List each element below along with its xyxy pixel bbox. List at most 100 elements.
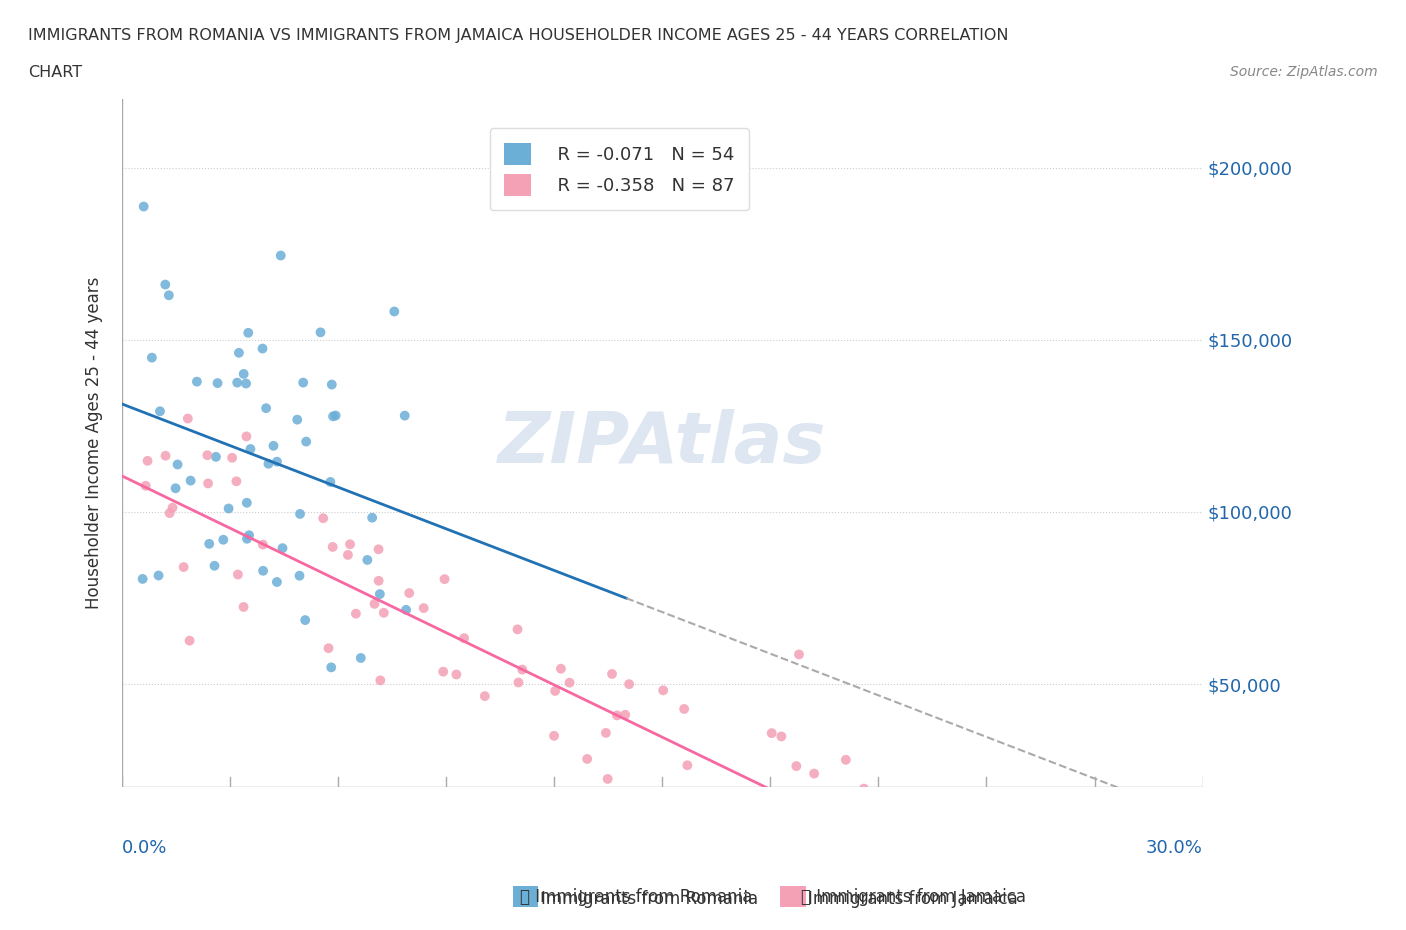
Point [558,675,581,690]
Point [1130,910,1153,924]
Point [636,817,658,832]
Point [197,447,219,462]
Point [1126,923,1149,930]
Point [207,376,229,391]
Text: ⬜ Immigrants from Jamaica: ⬜ Immigrants from Jamaica [801,888,1026,906]
Point [363,596,385,611]
Point [935,805,957,820]
Point [186,374,208,389]
Point [235,376,257,391]
Point [322,539,344,554]
Point [761,725,783,740]
Point [238,326,260,340]
Point [236,531,259,546]
Point [205,449,228,464]
Point [252,538,274,552]
Point [446,667,468,682]
Text: CHART: CHART [28,65,82,80]
Point [707,844,730,858]
Point [294,613,316,628]
Point [266,454,288,469]
Point [288,507,311,522]
Text: Source: ZipAtlas.com: Source: ZipAtlas.com [1230,65,1378,79]
Point [614,708,637,723]
Point [226,567,249,582]
Point [373,605,395,620]
Point [292,375,315,390]
Point [344,606,367,621]
Point [606,708,628,723]
Point [322,409,344,424]
Point [474,689,496,704]
Point [1069,873,1091,888]
Point [543,728,565,743]
Point [596,772,619,787]
Point [141,351,163,365]
Point [321,660,343,675]
Point [506,622,529,637]
Point [271,540,294,555]
Point [155,277,177,292]
Point [155,448,177,463]
Point [769,855,792,870]
Point [395,603,418,618]
Point [576,751,599,766]
Point [350,650,373,665]
Point [796,876,818,891]
Point [239,442,262,457]
Point [165,481,187,496]
Point [295,434,318,449]
Point [652,683,675,698]
Point [943,817,966,832]
Point [198,537,221,551]
Point [880,834,903,849]
Point [928,852,950,867]
Point [600,667,623,682]
Legend:   R = -0.071   N = 54,   R = -0.358   N = 87: R = -0.071 N = 54, R = -0.358 N = 87 [489,128,748,210]
Point [226,375,249,390]
Point [180,473,202,488]
Point [270,248,292,263]
Point [544,684,567,698]
Point [257,457,280,472]
Point [803,766,825,781]
Point [770,729,793,744]
Point [367,573,389,588]
Point [336,548,359,563]
Point [339,537,361,551]
Point [835,752,858,767]
Point [218,501,240,516]
Point [225,474,247,489]
Point [285,412,308,427]
Point [252,341,274,356]
Point [370,673,392,688]
Point [309,325,332,339]
Point [432,664,454,679]
Point [157,288,180,303]
Point [394,408,416,423]
Point [785,759,807,774]
Point [851,867,873,882]
Point [236,496,259,511]
Point [212,532,235,547]
Point [221,450,243,465]
Point [238,528,260,543]
Point [204,558,226,573]
Point [356,552,378,567]
Point [166,457,188,472]
Point [136,454,159,469]
Point [1053,871,1076,886]
Point [173,560,195,575]
Point [132,199,155,214]
Point [361,511,384,525]
Point [288,568,311,583]
Point [312,511,335,525]
Point [318,641,340,656]
Text: Immigrants from Romania: Immigrants from Romania [541,890,758,909]
Point [148,568,170,583]
Point [595,725,617,740]
Point [1133,876,1156,891]
Point [235,429,257,444]
Point [232,600,254,615]
Point [367,542,389,557]
